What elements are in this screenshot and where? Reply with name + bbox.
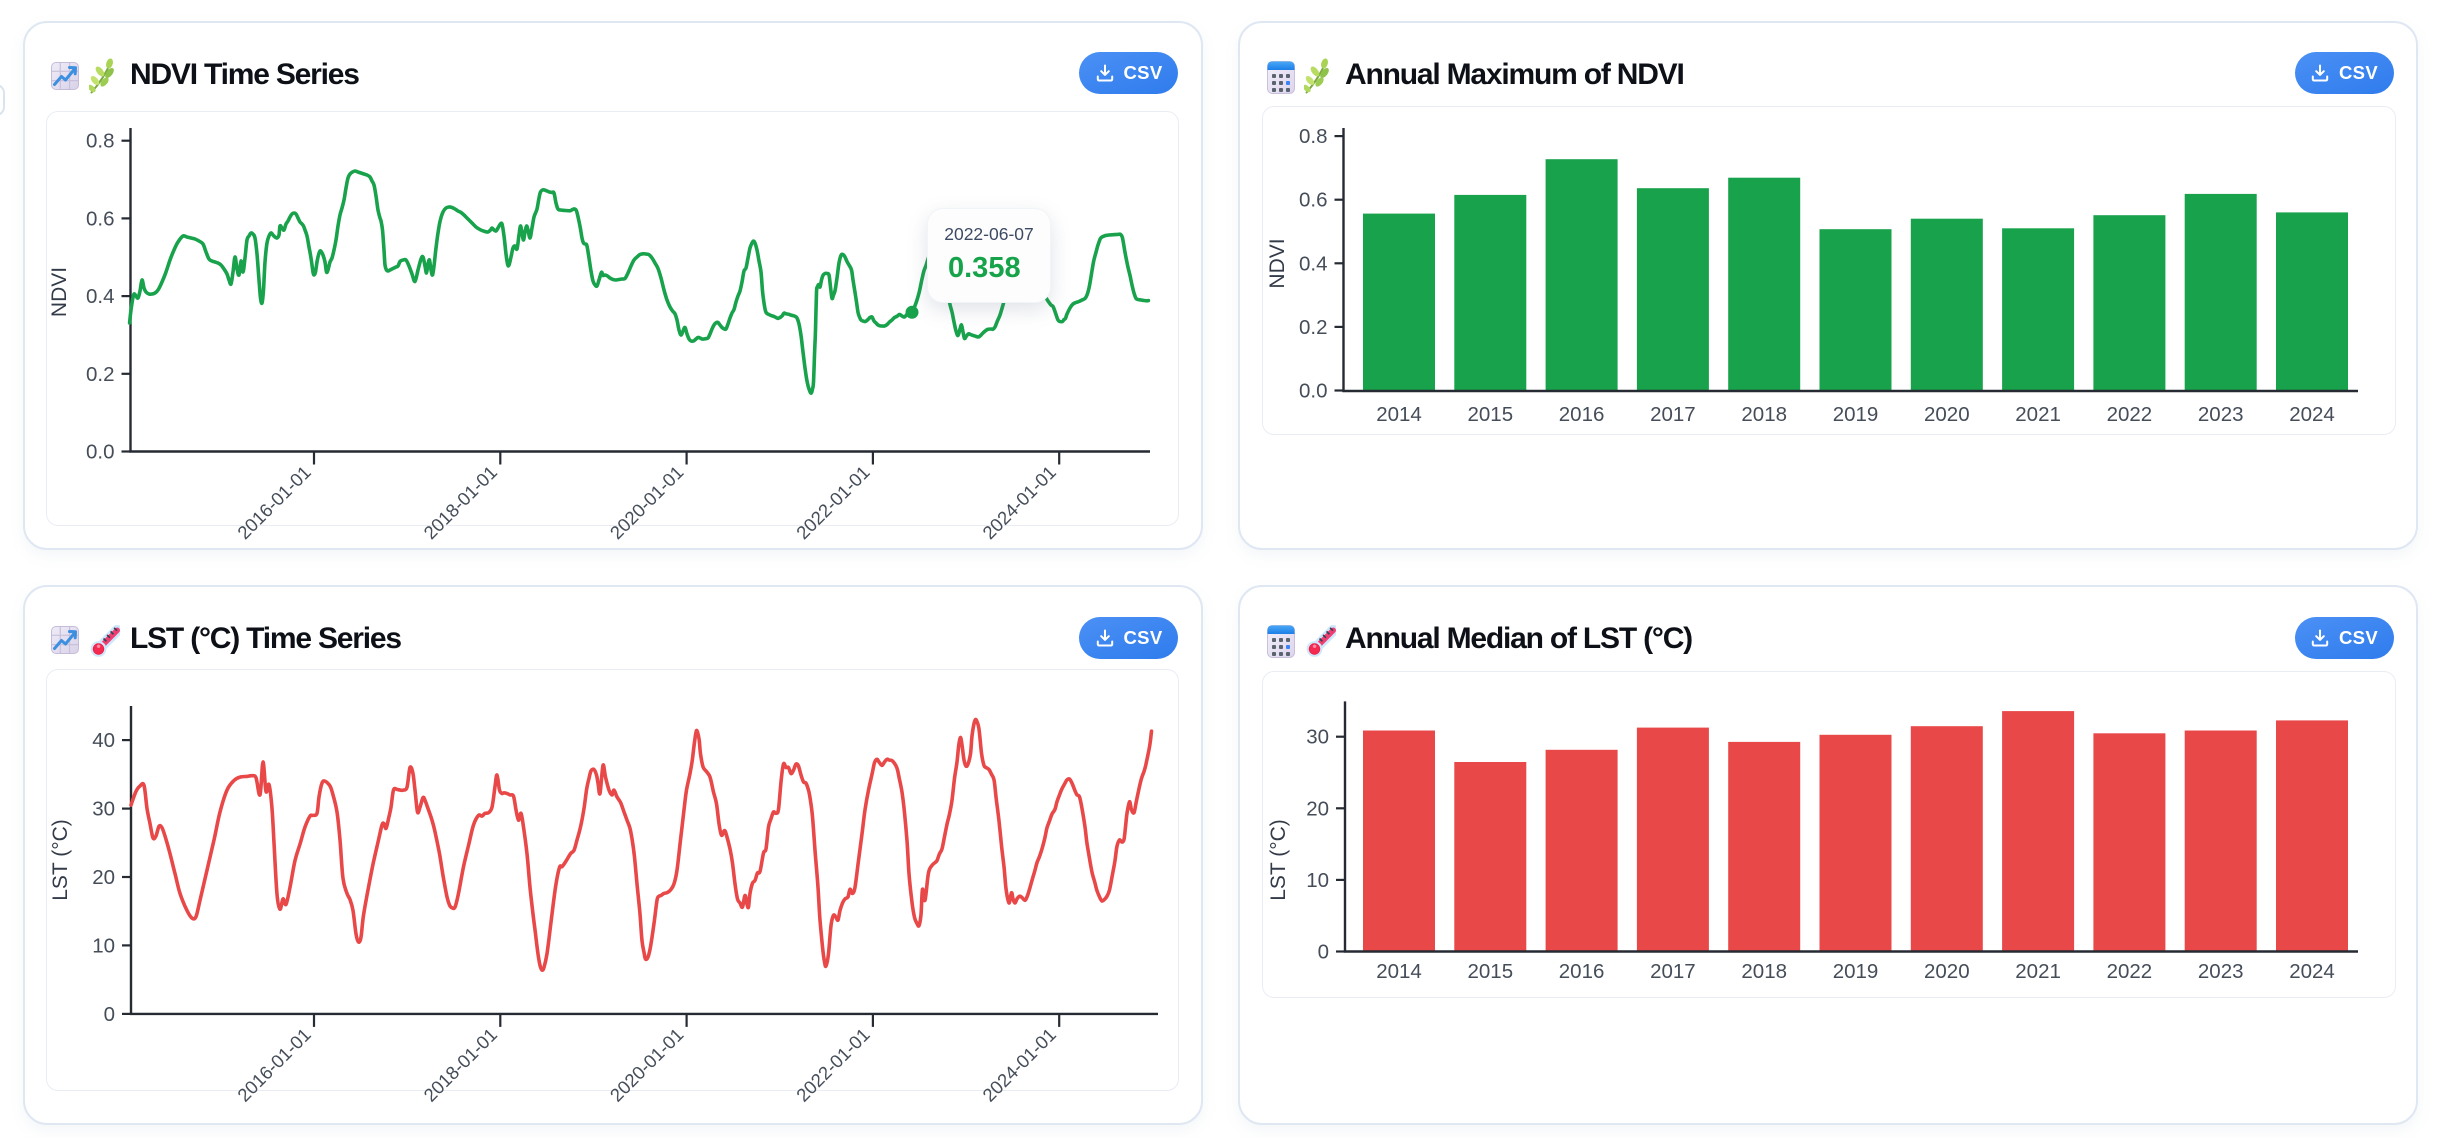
svg-text:NDVI: NDVI — [1266, 238, 1289, 288]
svg-text:2017: 2017 — [1650, 960, 1696, 983]
svg-text:2020: 2020 — [1924, 960, 1970, 983]
svg-text:0.0: 0.0 — [86, 441, 115, 464]
svg-text:2022: 2022 — [2107, 403, 2153, 426]
svg-text:10: 10 — [1306, 869, 1329, 892]
svg-text:40: 40 — [92, 729, 115, 752]
svg-text:2019: 2019 — [1833, 403, 1879, 426]
svg-text:20: 20 — [1306, 797, 1329, 820]
svg-text:0: 0 — [1318, 941, 1329, 964]
svg-text:2020: 2020 — [1924, 403, 1970, 426]
svg-text:2016: 2016 — [1559, 403, 1605, 426]
svg-text:2015: 2015 — [1467, 403, 1513, 426]
svg-text:2022-01-01: 2022-01-01 — [792, 461, 874, 543]
svg-text:2018: 2018 — [1741, 960, 1787, 983]
svg-text:2015: 2015 — [1467, 960, 1513, 983]
svg-text:0.8: 0.8 — [86, 130, 115, 153]
svg-text:2021: 2021 — [2015, 403, 2061, 426]
svg-text:0.2: 0.2 — [1299, 316, 1328, 339]
svg-text:LST (°C): LST (°C) — [49, 819, 72, 901]
svg-text:2018-01-01: 2018-01-01 — [419, 1024, 501, 1106]
svg-text:0.0: 0.0 — [1299, 380, 1328, 403]
svg-text:2019: 2019 — [1833, 960, 1879, 983]
svg-text:0.4: 0.4 — [1299, 252, 1328, 275]
svg-text:0: 0 — [104, 1003, 115, 1026]
svg-text:2024-01-01: 2024-01-01 — [978, 1024, 1060, 1106]
svg-text:LST (°C): LST (°C) — [1267, 819, 1290, 901]
svg-text:NDVI: NDVI — [48, 267, 71, 317]
svg-text:2023: 2023 — [2198, 960, 2244, 983]
svg-text:0.8: 0.8 — [1299, 125, 1328, 148]
svg-text:0.4: 0.4 — [86, 285, 115, 308]
svg-text:10: 10 — [92, 934, 115, 957]
svg-text:2024-01-01: 2024-01-01 — [978, 461, 1060, 543]
svg-text:2022: 2022 — [2107, 960, 2153, 983]
svg-text:2023: 2023 — [2198, 403, 2244, 426]
svg-text:0.2: 0.2 — [86, 363, 115, 386]
svg-text:2022-01-01: 2022-01-01 — [792, 1024, 874, 1106]
svg-text:2016-01-01: 2016-01-01 — [233, 461, 315, 543]
svg-text:20: 20 — [92, 866, 115, 889]
svg-text:2016-01-01: 2016-01-01 — [233, 1024, 315, 1106]
svg-text:30: 30 — [92, 798, 115, 821]
svg-text:2024: 2024 — [2289, 960, 2335, 983]
svg-text:2018-01-01: 2018-01-01 — [419, 461, 501, 543]
svg-text:0.6: 0.6 — [86, 207, 115, 230]
svg-text:2021: 2021 — [2015, 960, 2061, 983]
svg-text:2014: 2014 — [1376, 403, 1422, 426]
svg-text:2016: 2016 — [1559, 960, 1605, 983]
svg-text:2017: 2017 — [1650, 403, 1696, 426]
svg-text:30: 30 — [1306, 726, 1329, 749]
svg-text:2014: 2014 — [1376, 960, 1422, 983]
svg-text:2018: 2018 — [1741, 403, 1787, 426]
svg-text:2024: 2024 — [2289, 403, 2335, 426]
svg-text:0.6: 0.6 — [1299, 189, 1328, 212]
svg-text:2020-01-01: 2020-01-01 — [606, 1024, 688, 1106]
svg-text:2020-01-01: 2020-01-01 — [606, 461, 688, 543]
